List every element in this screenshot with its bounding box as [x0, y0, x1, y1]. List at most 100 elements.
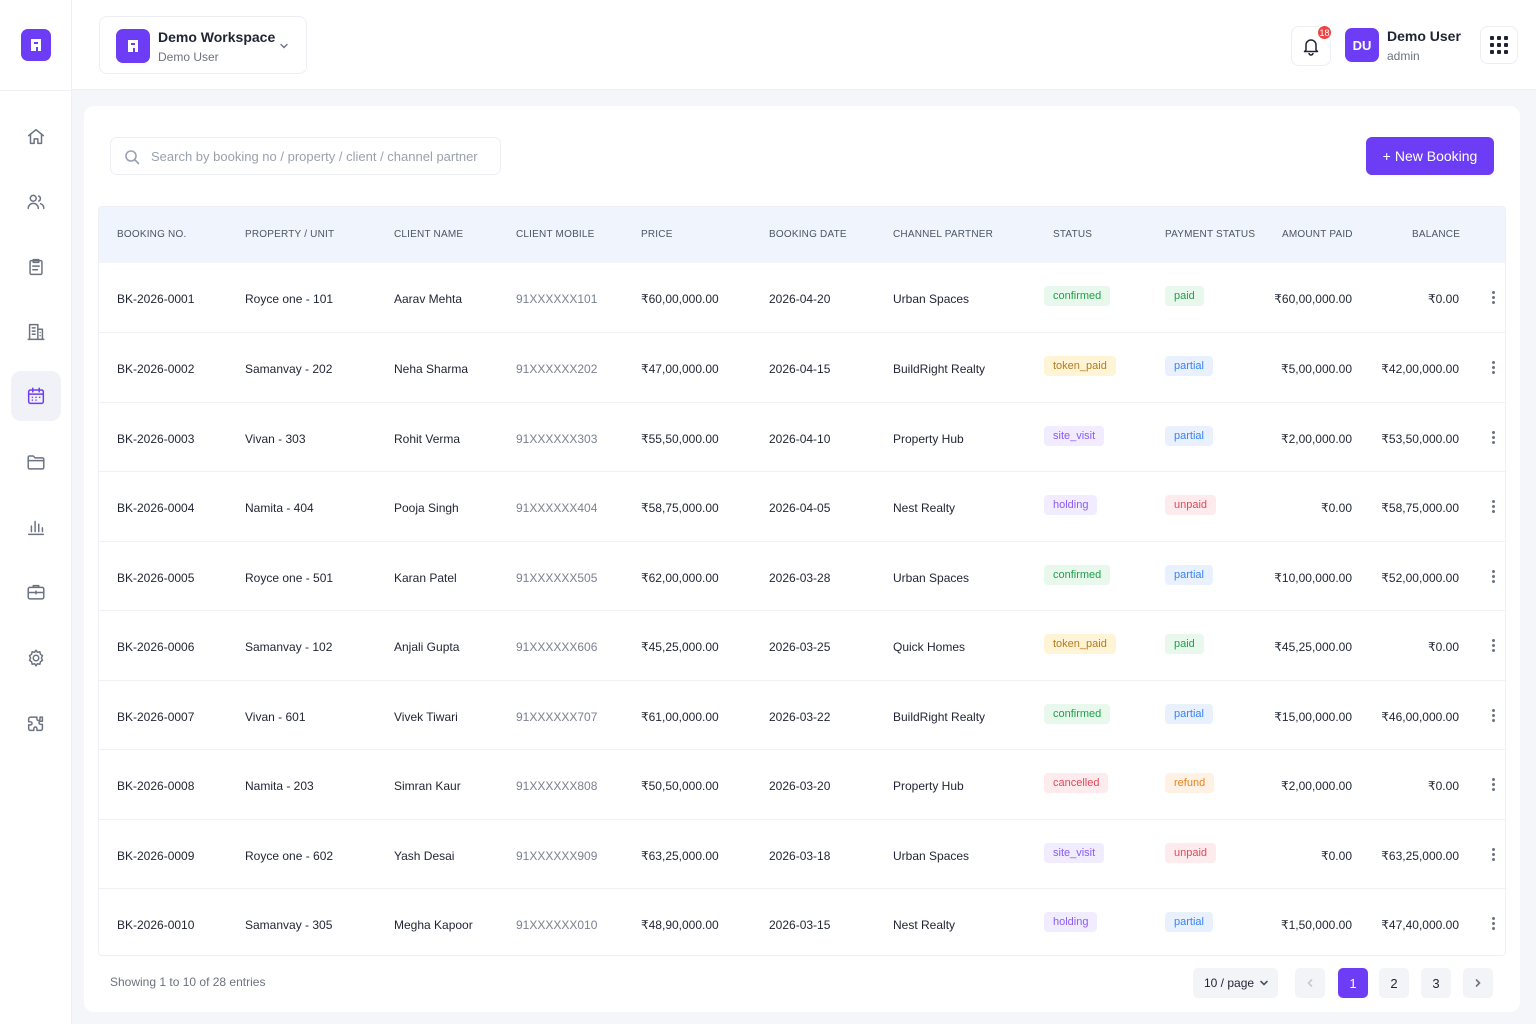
row-actions-button[interactable] — [1485, 289, 1501, 305]
balance: ₹53,50,000.00 — [1381, 432, 1459, 446]
booking-number: BK-2026-0002 — [117, 362, 195, 376]
apps-grid-button[interactable] — [1480, 26, 1518, 64]
amount-paid: ₹10,00,000.00 — [1274, 571, 1352, 585]
channel-partner: BuildRight Realty — [893, 362, 986, 376]
client-mobile: 91XXXXXX010 — [516, 918, 598, 932]
kebab-dot — [1491, 643, 1495, 647]
building-icon — [27, 323, 45, 341]
payment-status-badge: partial — [1165, 426, 1213, 446]
client-name: Yash Desai — [394, 849, 455, 863]
sidebar-item-briefcase[interactable] — [11, 567, 61, 617]
property-unit: Royce one - 101 — [245, 292, 334, 306]
column-header-client-mobile: CLIENT MOBILE — [516, 229, 595, 240]
page-size-select[interactable]: 10 / page — [1193, 968, 1278, 998]
status-badge: confirmed — [1044, 565, 1111, 585]
search-input[interactable] — [151, 138, 491, 174]
client-name: Anjali Gupta — [394, 640, 460, 654]
client-name: Vivek Tiwari — [394, 710, 458, 724]
chevron-right-icon — [1475, 979, 1481, 987]
workspace-switcher[interactable]: Demo Workspace Demo User — [99, 16, 307, 74]
booking-number: BK-2026-0009 — [117, 849, 195, 863]
row-actions-button[interactable] — [1485, 429, 1501, 445]
row-actions-button[interactable] — [1485, 915, 1501, 931]
new-booking-button[interactable]: + New Booking — [1366, 137, 1494, 175]
client-name: Megha Kapoor — [394, 918, 473, 932]
table-row[interactable]: BK-2026-0004 Namita - 404 Pooja Singh 91XXX… — [99, 471, 1505, 540]
table-row[interactable]: BK-2026-0002 Samanvay - 202 Neha Sharma 91X… — [99, 332, 1505, 401]
status-badge: token_paid — [1044, 356, 1116, 376]
status-badge: confirmed — [1044, 286, 1111, 306]
next-page-button[interactable] — [1463, 968, 1493, 998]
kebab-dot — [1491, 852, 1495, 856]
kebab-dot — [1491, 300, 1495, 304]
row-actions-button[interactable] — [1485, 707, 1501, 723]
sidebar-item-settings[interactable] — [11, 633, 61, 683]
payment-status-badge: unpaid — [1165, 843, 1217, 863]
table-row[interactable]: BK-2026-0003 Vivan - 303 Rohit Verma 91XXXX… — [99, 402, 1505, 471]
client-mobile: 91XXXXXX101 — [516, 292, 598, 306]
booking-date: 2026-03-20 — [769, 779, 831, 793]
logo-mark-icon — [31, 39, 41, 51]
row-actions-button[interactable] — [1485, 498, 1501, 514]
booking-date: 2026-04-10 — [769, 432, 831, 446]
plus-icon: + — [1382, 148, 1391, 164]
table-row[interactable]: BK-2026-0001 Royce one - 101 Aarav Mehta 91… — [99, 263, 1505, 332]
balance: ₹63,25,000.00 — [1381, 849, 1459, 863]
column-header-property-unit: PROPERTY / UNIT — [245, 229, 335, 240]
table-row[interactable]: BK-2026-0005 Royce one - 501 Karan Patel 91… — [99, 541, 1505, 610]
new-booking-label: New Booking — [1394, 148, 1478, 164]
table-row[interactable]: BK-2026-0009 Royce one - 602 Yash Desai 91X… — [99, 819, 1505, 888]
chevron-left-icon — [1307, 979, 1313, 987]
workspace-logo — [116, 29, 150, 63]
kebab-dot — [1491, 787, 1495, 791]
status-badge: holding — [1044, 912, 1098, 932]
app-logo[interactable] — [21, 29, 51, 61]
page-button-2[interactable]: 2 — [1379, 968, 1409, 998]
kebab-dot — [1491, 847, 1495, 851]
page-size-label: 10 / page — [1204, 976, 1255, 990]
amount-paid: ₹45,25,000.00 — [1274, 640, 1352, 654]
kebab-dot — [1491, 569, 1495, 573]
prev-page-button[interactable] — [1295, 968, 1325, 998]
property-unit: Royce one - 602 — [245, 849, 334, 863]
row-actions-button[interactable] — [1485, 846, 1501, 862]
sidebar-item-calendar[interactable] — [11, 371, 61, 421]
sidebar-item-home[interactable] — [11, 112, 61, 162]
sidebar-item-building[interactable] — [11, 307, 61, 357]
page-button-3[interactable]: 3 — [1421, 968, 1451, 998]
search-icon — [125, 150, 140, 165]
user-avatar[interactable]: DU — [1345, 28, 1379, 62]
status-badge: holding — [1044, 495, 1098, 515]
table-row[interactable]: BK-2026-0007 Vivan - 601 Vivek Tiwari 91XXX… — [99, 680, 1505, 749]
table-row[interactable]: BK-2026-0006 Samanvay - 102 Anjali Gupta 91… — [99, 610, 1505, 679]
channel-partner: BuildRight Realty — [893, 710, 986, 724]
sidebar-item-puzzle[interactable] — [11, 699, 61, 749]
table-row[interactable]: BK-2026-0008 Namita - 203 Simran Kaur 91XXX… — [99, 749, 1505, 818]
table-row[interactable]: BK-2026-0010 Samanvay - 305 Megha Kapoor 91… — [99, 888, 1505, 955]
row-actions-button[interactable] — [1485, 359, 1501, 375]
client-mobile: 91XXXXXX202 — [516, 362, 598, 376]
row-actions-button[interactable] — [1485, 776, 1501, 792]
sidebar-item-clipboard[interactable] — [11, 242, 61, 292]
sidebar-item-users[interactable] — [11, 177, 61, 227]
bookings-card: + New Booking BOOKING NO. PROPERTY / UNIT… — [84, 106, 1520, 1012]
notifications-button[interactable] — [1291, 26, 1331, 66]
kebab-dot — [1491, 916, 1495, 920]
amount-paid: ₹5,00,000.00 — [1280, 362, 1352, 376]
booking-number: BK-2026-0005 — [117, 571, 195, 585]
page-button-1[interactable]: 1 — [1338, 968, 1368, 998]
booking-date: 2026-03-15 — [769, 918, 831, 932]
kebab-dot — [1491, 713, 1495, 717]
row-actions-button[interactable] — [1485, 637, 1501, 653]
users-icon — [27, 194, 45, 210]
bell-icon — [1303, 39, 1319, 56]
chevron-down-icon — [280, 43, 288, 49]
booking-number: BK-2026-0003 — [117, 432, 195, 446]
sidebar-item-folder[interactable] — [11, 437, 61, 487]
row-actions-button[interactable] — [1485, 568, 1501, 584]
channel-partner: Property Hub — [893, 779, 964, 793]
property-unit: Namita - 203 — [245, 779, 314, 793]
client-name: Aarav Mehta — [394, 292, 463, 306]
property-unit: Samanvay - 305 — [245, 918, 333, 932]
sidebar-item-bar-chart[interactable] — [11, 502, 61, 552]
